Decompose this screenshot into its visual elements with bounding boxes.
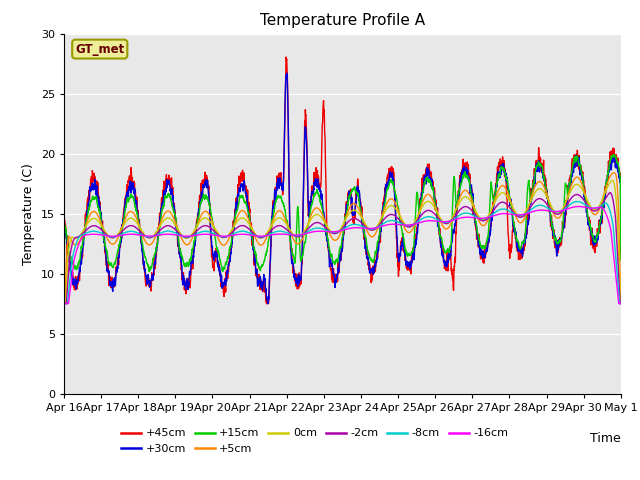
Text: Time: Time — [590, 432, 621, 445]
Y-axis label: Temperature (C): Temperature (C) — [22, 163, 35, 264]
Legend: +45cm, +30cm, +15cm, +5cm, 0cm, -2cm, -8cm, -16cm: +45cm, +30cm, +15cm, +5cm, 0cm, -2cm, -8… — [116, 424, 513, 458]
Text: GT_met: GT_met — [75, 43, 124, 56]
Title: Temperature Profile A: Temperature Profile A — [260, 13, 425, 28]
